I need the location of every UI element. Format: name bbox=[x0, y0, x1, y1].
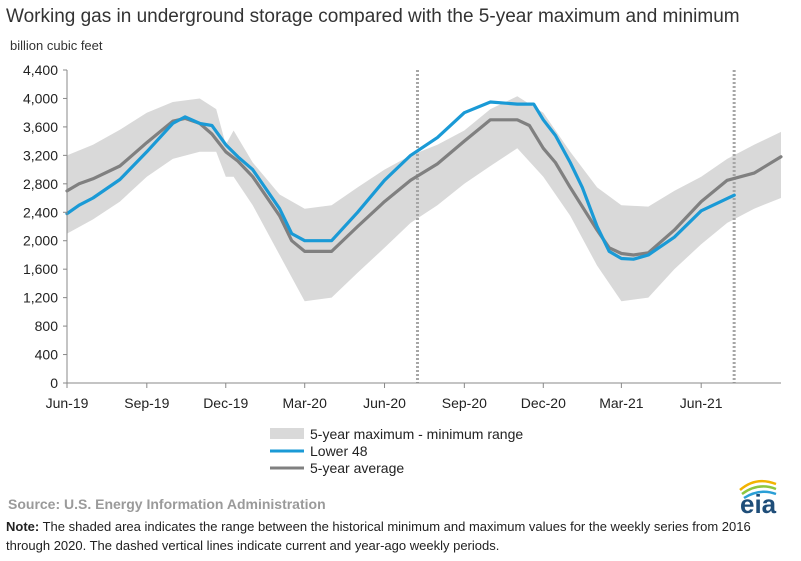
chart-area: billion cubic feet 0 400 800 1,200 1,600 2,00… bbox=[10, 38, 783, 476]
axis-layer: 0 400 800 1,200 1,600 2,000 2,400 2,800 3,200 3,6… bbox=[23, 62, 781, 411]
logo-arc-green bbox=[741, 485, 777, 496]
y-tick-label: 4,400 bbox=[23, 62, 58, 78]
source-text: Source: U.S. Energy Information Administ… bbox=[8, 496, 326, 512]
x-tick-label: Dec-20 bbox=[521, 395, 566, 411]
y-tick-label: 3,200 bbox=[23, 147, 58, 163]
legend-label-lower48: Lower 48 bbox=[310, 443, 368, 459]
legend-swatch-range bbox=[270, 428, 304, 439]
series-layer bbox=[65, 100, 783, 261]
legend: 5-year maximum - minimum range Lower 48 … bbox=[270, 426, 523, 476]
note-text: The shaded area indicates the range betw… bbox=[6, 519, 751, 553]
y-tick-label: 0 bbox=[50, 375, 58, 391]
logo-arc-blue bbox=[743, 490, 777, 500]
y-tick-label: 2,400 bbox=[23, 204, 58, 220]
x-tick-label: Jun-20 bbox=[363, 395, 406, 411]
y-tick-label: 2,000 bbox=[23, 233, 58, 249]
x-tick-label: Sep-19 bbox=[124, 395, 169, 411]
x-tick-label: Mar-21 bbox=[599, 395, 644, 411]
chart-title: Working gas in underground storage compa… bbox=[6, 6, 740, 27]
y-tick-label: 1,600 bbox=[23, 261, 58, 277]
eia-logo: eia bbox=[739, 479, 777, 516]
y-axis-unit-label: billion cubic feet bbox=[10, 38, 103, 53]
logo-arc-yellow bbox=[739, 479, 777, 491]
range-band-layer bbox=[67, 96, 781, 302]
x-tick-label: Dec-19 bbox=[203, 395, 248, 411]
x-tick-label: Sep-20 bbox=[442, 395, 487, 411]
y-tick-label: 2,800 bbox=[23, 176, 58, 192]
y-tick-label: 800 bbox=[35, 318, 59, 334]
range-band bbox=[67, 96, 781, 302]
series-line-lower48 bbox=[65, 100, 736, 261]
dashed-lines-layer bbox=[415, 70, 736, 383]
note-label: Note: bbox=[6, 519, 40, 534]
x-tick-label: Jun-21 bbox=[680, 395, 723, 411]
legend-label-range: 5-year maximum - minimum range bbox=[310, 426, 523, 442]
x-tick-label: Jun-19 bbox=[46, 395, 89, 411]
legend-label-average: 5-year average bbox=[310, 460, 404, 476]
note: Note: The shaded area indicates the rang… bbox=[6, 517, 796, 555]
y-tick-label: 1,200 bbox=[23, 290, 58, 306]
y-tick-label: 4,000 bbox=[23, 90, 58, 106]
logo-text: eia bbox=[740, 489, 777, 516]
y-tick-label: 400 bbox=[35, 347, 59, 363]
x-tick-label: Mar-20 bbox=[283, 395, 328, 411]
y-tick-label: 3,600 bbox=[23, 119, 58, 135]
